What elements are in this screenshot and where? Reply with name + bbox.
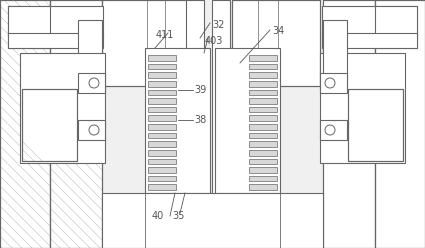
Bar xyxy=(148,158,176,164)
Text: 40: 40 xyxy=(152,211,164,221)
Bar xyxy=(8,33,103,48)
Bar xyxy=(186,0,204,248)
Bar xyxy=(249,133,277,138)
Text: 411: 411 xyxy=(156,30,174,40)
Bar xyxy=(78,73,105,93)
Bar xyxy=(50,120,102,248)
Bar xyxy=(50,120,102,248)
Bar xyxy=(375,6,417,48)
Text: 32: 32 xyxy=(212,20,224,30)
Bar xyxy=(148,90,176,95)
Bar xyxy=(22,89,77,161)
Bar xyxy=(323,120,375,248)
Bar xyxy=(320,73,347,93)
Text: 38: 38 xyxy=(194,115,206,125)
Bar xyxy=(249,55,277,61)
Bar xyxy=(148,72,176,78)
Bar xyxy=(249,176,277,181)
Circle shape xyxy=(325,125,335,135)
Bar xyxy=(323,120,375,248)
Bar xyxy=(249,64,277,69)
Bar xyxy=(102,0,190,86)
Bar xyxy=(148,133,176,138)
Bar xyxy=(148,98,176,104)
Bar xyxy=(215,48,280,193)
Bar xyxy=(249,115,277,121)
Bar xyxy=(148,115,176,121)
Bar xyxy=(249,167,277,173)
Bar xyxy=(8,6,50,48)
Bar xyxy=(249,98,277,104)
Bar xyxy=(348,89,403,161)
Circle shape xyxy=(325,78,335,88)
Bar xyxy=(232,0,320,86)
Circle shape xyxy=(89,78,99,88)
Bar xyxy=(148,141,176,147)
Bar xyxy=(0,0,50,248)
Bar xyxy=(375,0,425,248)
Bar xyxy=(320,120,347,140)
Text: 403: 403 xyxy=(205,36,224,46)
Bar xyxy=(249,81,277,87)
Bar xyxy=(249,158,277,164)
Bar xyxy=(212,0,230,248)
Bar xyxy=(249,185,277,190)
Bar xyxy=(148,185,176,190)
Bar xyxy=(148,55,176,61)
Bar xyxy=(102,193,323,248)
Bar xyxy=(148,176,176,181)
Bar xyxy=(249,124,277,130)
Bar xyxy=(322,33,417,48)
Bar xyxy=(323,0,375,120)
Bar xyxy=(375,0,425,248)
Bar xyxy=(20,53,105,163)
Bar xyxy=(148,107,176,112)
Bar xyxy=(232,0,320,86)
Bar xyxy=(249,90,277,95)
Bar xyxy=(323,20,347,86)
Bar xyxy=(0,0,50,248)
Bar xyxy=(22,89,77,161)
Bar xyxy=(322,6,417,36)
Bar xyxy=(148,150,176,155)
Bar xyxy=(145,48,210,193)
Text: 34: 34 xyxy=(272,26,284,36)
Text: 35: 35 xyxy=(172,211,184,221)
Bar xyxy=(249,72,277,78)
Bar xyxy=(102,0,190,86)
Bar xyxy=(249,150,277,155)
Bar xyxy=(78,120,105,140)
Bar xyxy=(249,141,277,147)
Bar xyxy=(323,0,375,120)
Bar xyxy=(320,53,405,163)
Bar xyxy=(148,124,176,130)
Bar xyxy=(249,107,277,112)
Bar xyxy=(50,0,102,120)
Circle shape xyxy=(89,125,99,135)
Bar xyxy=(148,81,176,87)
Bar xyxy=(148,167,176,173)
Text: 39: 39 xyxy=(194,85,206,95)
Bar xyxy=(50,0,102,120)
Bar xyxy=(348,89,403,161)
Bar xyxy=(148,64,176,69)
Bar xyxy=(8,6,103,36)
Bar xyxy=(78,20,102,86)
